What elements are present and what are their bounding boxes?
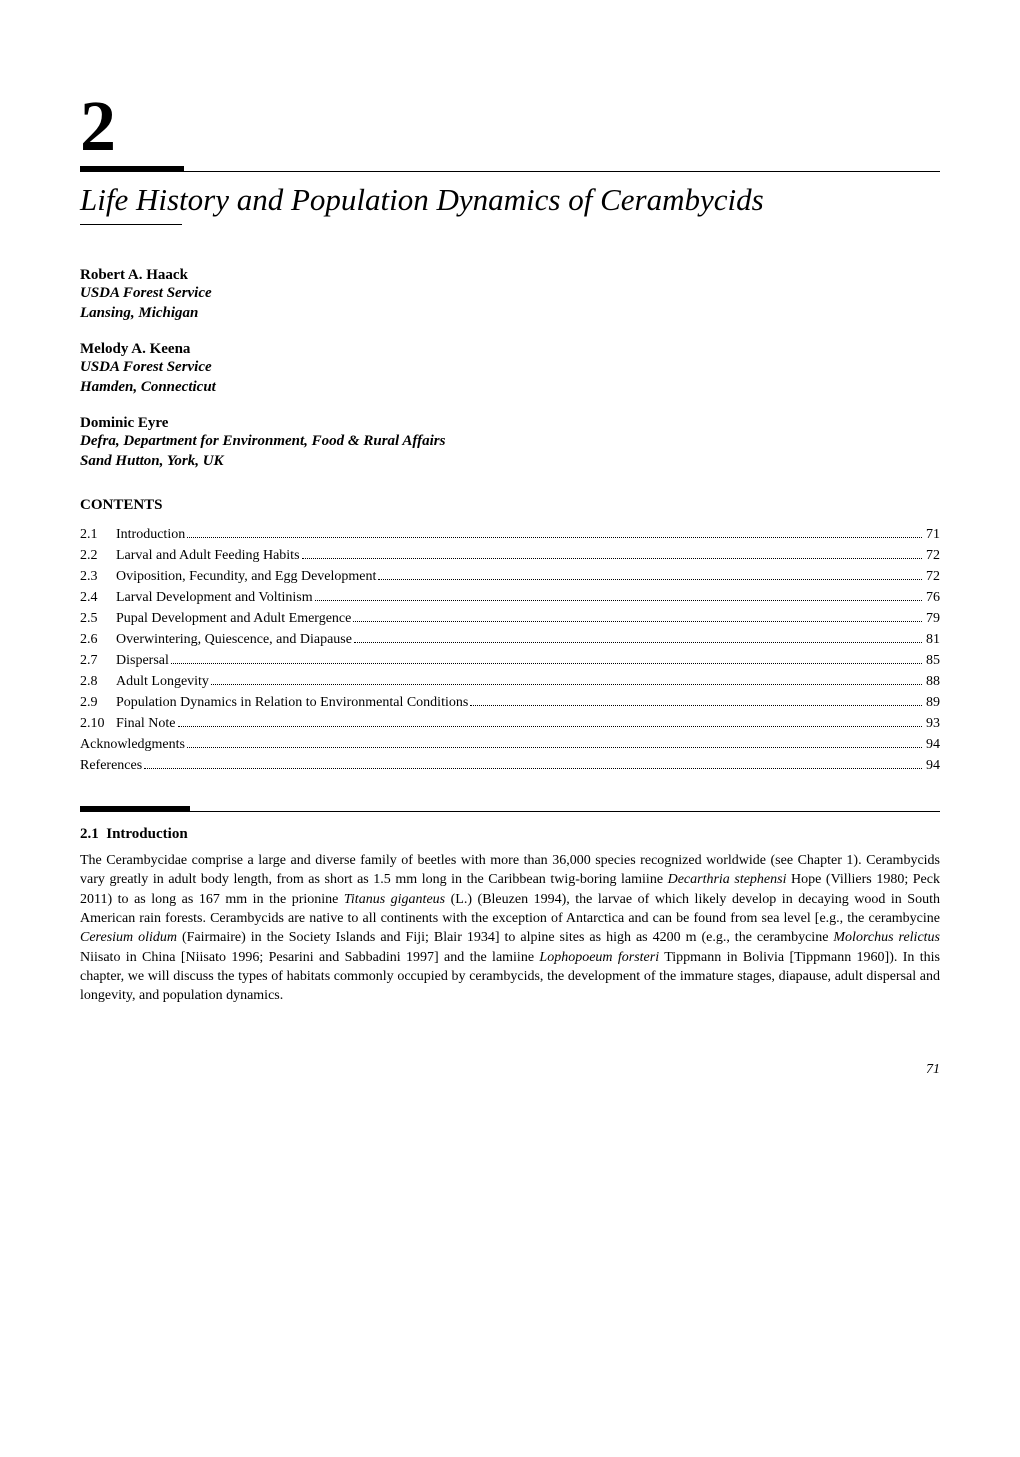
toc-page: 94 [924,755,940,776]
body-text: (Fairmaire) in the Society Islands and F… [177,930,833,945]
toc-leader [378,579,922,580]
toc-page: 72 [924,545,940,566]
toc-number: 2.5 [80,608,116,629]
toc-title: Oviposition, Fecundity, and Egg Developm… [116,566,376,587]
toc-row: References 94 [80,755,940,776]
toc-page: 71 [924,524,940,545]
toc-row: 2.3 Oviposition, Fecundity, and Egg Deve… [80,566,940,587]
author-affil: Sand Hutton, York, UK [80,452,940,472]
species-name: Titanus giganteus [344,892,445,907]
author-affil: Defra, Department for Environment, Food … [80,432,940,452]
toc-leader [353,621,922,622]
author-block: Robert A. Haack USDA Forest Service Lans… [80,267,940,323]
species-name: Lophopoeum forsteri [539,950,659,965]
toc-title: Larval and Adult Feeding Habits [116,545,300,566]
author-name: Robert A. Haack [80,267,940,284]
author-block: Melody A. Keena USDA Forest Service Hamd… [80,341,940,397]
toc-page: 94 [924,734,940,755]
toc-number: 2.2 [80,545,116,566]
toc-leader [187,537,922,538]
toc-leader [211,684,922,685]
toc-title: Introduction [116,524,185,545]
rule-thin [184,171,940,172]
toc-leader [171,663,922,664]
toc-leader [187,747,922,748]
toc-row: 2.4 Larval Development and Voltinism 76 [80,587,940,608]
chapter-title: Life History and Population Dynamics of … [80,182,940,218]
toc-title: Dispersal [116,650,169,671]
author-affil: Lansing, Michigan [80,304,940,324]
toc-row: 2.9 Population Dynamics in Relation to E… [80,692,940,713]
toc-page: 93 [924,713,940,734]
toc-row: 2.1 Introduction 71 [80,524,940,545]
toc-row: 2.6 Overwintering, Quiescence, and Diapa… [80,629,940,650]
chapter-rule [80,166,940,172]
toc-row: 2.2 Larval and Adult Feeding Habits 72 [80,545,940,566]
toc-title: Pupal Development and Adult Emergence [116,608,351,629]
rule-thick [80,166,184,172]
toc-page: 76 [924,587,940,608]
toc-row: Acknowledgments 94 [80,734,940,755]
toc-page: 88 [924,671,940,692]
toc-number: 2.1 [80,524,116,545]
toc-page: 89 [924,692,940,713]
toc-leader [470,705,922,706]
toc-leader [178,726,923,727]
page-number: 71 [80,1062,940,1078]
species-name: Ceresium olidum [80,930,177,945]
body-text: Niisato in China [Niisato 1996; Pesarini… [80,950,539,965]
section-number: 2.1 [80,826,99,842]
section-rule [80,806,940,812]
author-name: Melody A. Keena [80,341,940,358]
toc-page: 79 [924,608,940,629]
author-affil: USDA Forest Service [80,284,940,304]
section-title-text: Introduction [106,826,187,842]
author-name: Dominic Eyre [80,415,940,432]
toc-number: 2.10 [80,713,116,734]
toc-number: 2.8 [80,671,116,692]
toc-leader [354,642,922,643]
toc-title: Acknowledgments [80,734,185,755]
toc-row: 2.8 Adult Longevity 88 [80,671,940,692]
toc-number: 2.9 [80,692,116,713]
toc-page: 85 [924,650,940,671]
toc-number: 2.4 [80,587,116,608]
toc-row: 2.7 Dispersal 85 [80,650,940,671]
toc-leader [315,600,922,601]
author-affil: USDA Forest Service [80,358,940,378]
title-underline [80,224,940,225]
toc-page: 81 [924,629,940,650]
chapter-number: 2 [80,90,940,162]
section-heading: 2.1 Introduction [80,826,940,843]
toc-page: 72 [924,566,940,587]
species-name: Decarthria stephensi [668,872,787,887]
toc-title: Larval Development and Voltinism [116,587,313,608]
author-affil: Hamden, Connecticut [80,378,940,398]
toc-row: 2.10 Final Note 93 [80,713,940,734]
toc-title: Adult Longevity [116,671,209,692]
toc-title: References [80,755,142,776]
table-of-contents: 2.1 Introduction 71 2.2 Larval and Adult… [80,524,940,776]
toc-title: Final Note [116,713,176,734]
rule-thick [80,806,190,812]
toc-row: 2.5 Pupal Development and Adult Emergenc… [80,608,940,629]
author-block: Dominic Eyre Defra, Department for Envir… [80,415,940,471]
toc-number: 2.7 [80,650,116,671]
toc-title: Overwintering, Quiescence, and Diapause [116,629,352,650]
toc-leader [302,558,922,559]
toc-number: 2.6 [80,629,116,650]
toc-leader [144,768,922,769]
species-name: Molorchus relictus [833,930,940,945]
body-paragraph: The Cerambycidae comprise a large and di… [80,851,940,1006]
rule-thin [190,811,940,812]
toc-title: Population Dynamics in Relation to Envir… [116,692,468,713]
toc-number: 2.3 [80,566,116,587]
contents-heading: CONTENTS [80,497,940,514]
